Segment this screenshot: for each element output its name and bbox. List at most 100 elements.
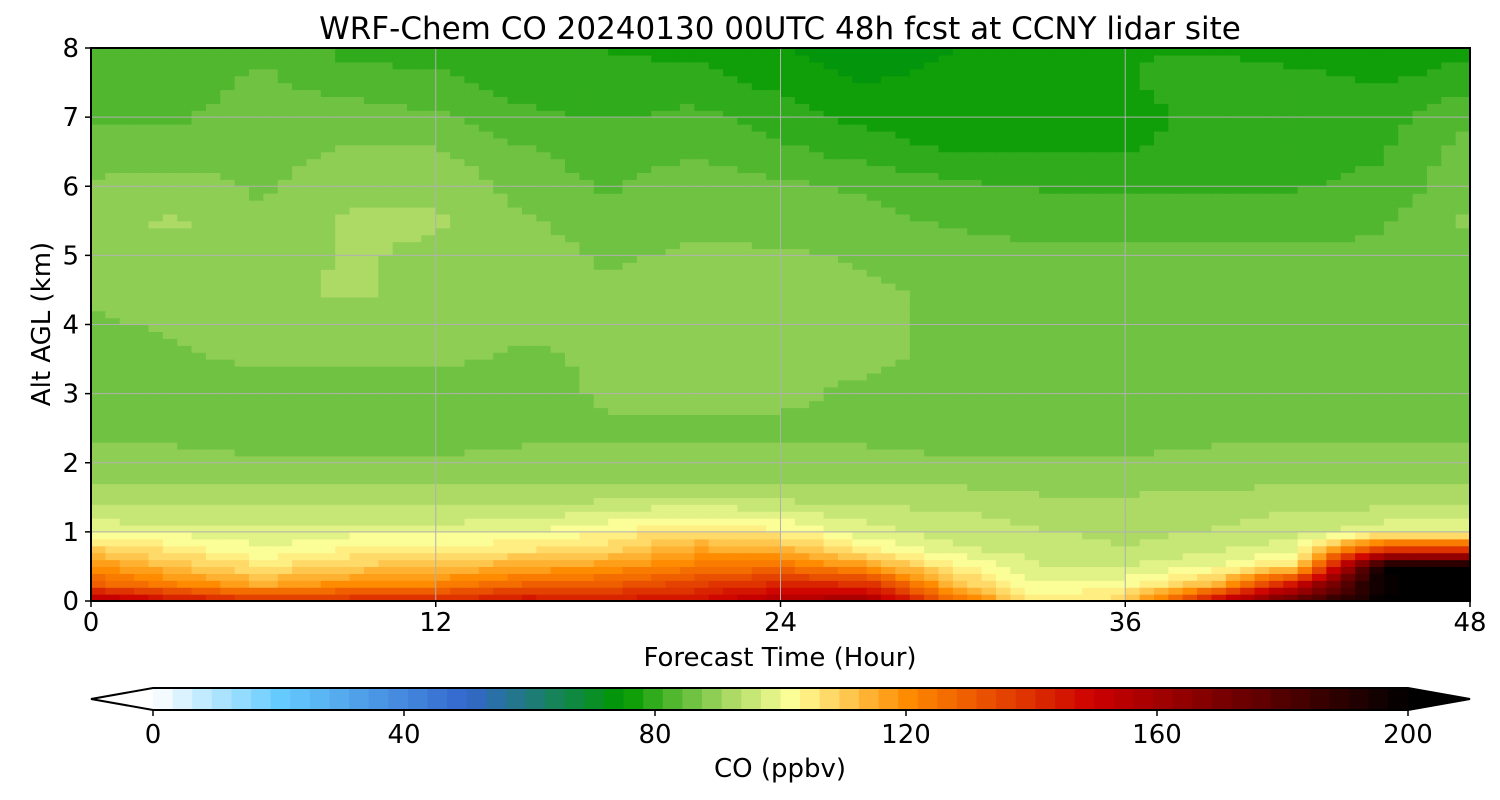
heatmap-cell bbox=[952, 504, 968, 512]
heatmap-cell bbox=[1125, 289, 1141, 298]
heatmap-cell bbox=[91, 538, 106, 547]
heatmap-cell bbox=[1369, 448, 1385, 457]
heatmap-cell bbox=[881, 545, 897, 554]
heatmap-cell bbox=[1283, 594, 1299, 601]
heatmap-cell bbox=[1412, 296, 1428, 305]
heatmap-cell bbox=[766, 331, 782, 339]
heatmap-cell bbox=[981, 524, 997, 533]
heatmap-cell bbox=[464, 435, 480, 443]
heatmap-cell bbox=[1082, 303, 1098, 312]
heatmap-cell bbox=[148, 594, 164, 601]
heatmap-cell bbox=[536, 566, 552, 574]
heatmap-cell bbox=[593, 324, 609, 333]
heatmap-cell bbox=[1168, 483, 1184, 491]
heatmap-cell bbox=[1153, 469, 1169, 478]
heatmap-cell bbox=[220, 448, 236, 457]
heatmap-cell bbox=[679, 462, 695, 471]
heatmap-cell bbox=[119, 393, 135, 402]
heatmap-cell bbox=[1426, 296, 1442, 305]
heatmap-cell bbox=[177, 559, 193, 568]
heatmap-cell bbox=[1297, 414, 1313, 422]
heatmap-cell bbox=[622, 414, 638, 422]
heatmap-cell bbox=[263, 421, 279, 429]
heatmap-cell bbox=[148, 587, 164, 595]
heatmap-cell bbox=[1369, 269, 1385, 277]
heatmap-cell bbox=[1383, 393, 1399, 402]
heatmap-cell bbox=[1455, 566, 1470, 574]
heatmap-cell bbox=[536, 435, 552, 443]
heatmap-cell bbox=[335, 594, 351, 601]
heatmap-cell bbox=[1168, 324, 1184, 333]
heatmap-cell bbox=[1024, 490, 1040, 498]
heatmap-cell bbox=[665, 372, 681, 381]
heatmap-cell bbox=[263, 462, 279, 471]
heatmap-cell bbox=[148, 566, 164, 574]
heatmap-cell bbox=[737, 594, 753, 601]
heatmap-cell bbox=[1211, 435, 1227, 443]
heatmap-cell bbox=[981, 248, 997, 256]
heatmap-cell bbox=[134, 241, 150, 250]
heatmap-cell bbox=[91, 310, 106, 319]
heatmap-cell bbox=[134, 317, 150, 326]
heatmap-cell bbox=[938, 518, 954, 526]
heatmap-cell bbox=[335, 303, 351, 312]
heatmap-cell bbox=[292, 338, 308, 346]
heatmap-cell bbox=[1182, 594, 1198, 601]
heatmap-cell bbox=[1254, 372, 1270, 381]
heatmap-cell bbox=[636, 573, 652, 581]
heatmap-cell bbox=[435, 552, 451, 561]
heatmap-cell bbox=[450, 393, 466, 402]
heatmap-cell bbox=[1125, 255, 1141, 263]
heatmap-cell bbox=[967, 442, 983, 450]
heatmap-cell bbox=[751, 276, 767, 284]
heatmap-cell bbox=[1254, 248, 1270, 256]
heatmap-cell bbox=[263, 414, 279, 422]
heatmap-cell bbox=[162, 545, 178, 554]
heatmap-cell bbox=[751, 289, 767, 298]
heatmap-cell bbox=[205, 442, 221, 450]
heatmap-cell bbox=[421, 566, 437, 574]
heatmap-cell bbox=[866, 359, 882, 367]
heatmap-cell bbox=[119, 276, 135, 284]
heatmap-cell bbox=[1311, 317, 1327, 326]
heatmap-cell bbox=[1441, 289, 1457, 298]
heatmap-cell bbox=[1254, 407, 1270, 415]
heatmap-cell bbox=[636, 594, 652, 601]
heatmap-cell bbox=[177, 269, 193, 277]
heatmap-cell bbox=[450, 538, 466, 547]
heatmap-cell bbox=[1197, 442, 1213, 450]
heatmap-cell bbox=[579, 345, 595, 353]
heatmap-cell bbox=[866, 573, 882, 581]
heatmap-cell bbox=[105, 504, 121, 512]
heatmap-cell bbox=[450, 289, 466, 298]
heatmap-cell bbox=[1268, 393, 1284, 402]
heatmap-cell bbox=[249, 538, 264, 547]
heatmap-cell bbox=[823, 276, 839, 284]
heatmap-cell bbox=[464, 490, 480, 498]
heatmap-cell bbox=[1067, 462, 1083, 471]
heatmap-cell bbox=[177, 379, 193, 388]
heatmap-cell bbox=[1067, 497, 1083, 505]
heatmap-cell bbox=[1211, 296, 1227, 305]
heatmap-cell bbox=[1067, 483, 1083, 491]
heatmap-cell bbox=[866, 545, 882, 554]
heatmap-cell bbox=[1283, 587, 1299, 595]
heatmap-cell bbox=[292, 442, 308, 450]
heatmap-cell bbox=[1110, 497, 1126, 505]
heatmap-cell bbox=[464, 269, 480, 277]
heatmap-cell bbox=[421, 324, 437, 333]
heatmap-cell bbox=[1197, 310, 1213, 319]
heatmap-cell bbox=[263, 289, 279, 298]
heatmap-cell bbox=[550, 248, 566, 256]
heatmap-cell bbox=[306, 497, 322, 505]
heatmap-cell bbox=[1412, 531, 1428, 540]
heatmap-cell bbox=[134, 483, 150, 491]
heatmap-cell bbox=[1153, 379, 1169, 388]
heatmap-cell bbox=[1383, 476, 1399, 485]
heatmap-cell bbox=[407, 386, 422, 395]
heatmap-cell bbox=[1024, 538, 1040, 547]
heatmap-cell bbox=[1139, 448, 1155, 457]
heatmap-cell bbox=[392, 476, 408, 485]
heatmap-cell bbox=[1254, 545, 1270, 554]
heatmap-cell bbox=[1297, 538, 1313, 547]
